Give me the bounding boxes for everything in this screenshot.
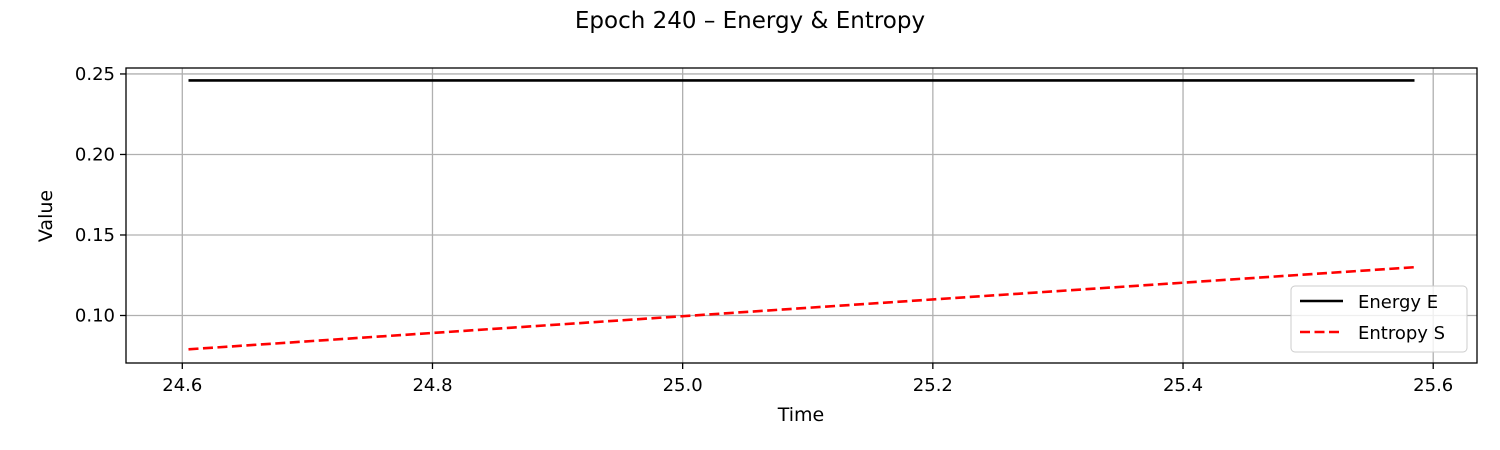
legend-label: Entropy S bbox=[1358, 323, 1445, 344]
legend: Energy E Entropy S bbox=[1290, 285, 1468, 353]
plot-background bbox=[126, 68, 1477, 363]
series-lines bbox=[188, 79, 1415, 351]
x-tick-label: 25.4 bbox=[1163, 375, 1203, 396]
x-tick-label: 24.8 bbox=[412, 375, 452, 396]
legend-box bbox=[1290, 285, 1468, 353]
legend-label: Energy E bbox=[1358, 292, 1438, 313]
y-axis-title: Value bbox=[35, 190, 57, 242]
y-tick-label: 0.25 bbox=[75, 64, 115, 85]
x-axis: 24.6 24.8 25.0 25.2 25.4 25.6 bbox=[162, 363, 1453, 396]
y-tick-label: 0.10 bbox=[75, 305, 115, 326]
grid-lines bbox=[126, 68, 1477, 363]
x-axis-title: Time bbox=[777, 404, 825, 426]
y-tick-label: 0.20 bbox=[75, 144, 115, 165]
x-tick-label: 24.6 bbox=[162, 375, 202, 396]
y-axis: 0.10 0.15 0.20 0.25 bbox=[75, 64, 126, 326]
y-tick-label: 0.15 bbox=[75, 225, 115, 246]
x-tick-label: 25.0 bbox=[663, 375, 703, 396]
x-tick-label: 25.6 bbox=[1413, 375, 1453, 396]
plot-frame bbox=[125, 67, 1478, 364]
plot-area bbox=[125, 67, 1478, 364]
series-line-entropy-s bbox=[188, 265, 1415, 351]
x-tick-label: 25.2 bbox=[913, 375, 953, 396]
chart-title: Epoch 240 – Energy & Entropy bbox=[575, 8, 925, 34]
